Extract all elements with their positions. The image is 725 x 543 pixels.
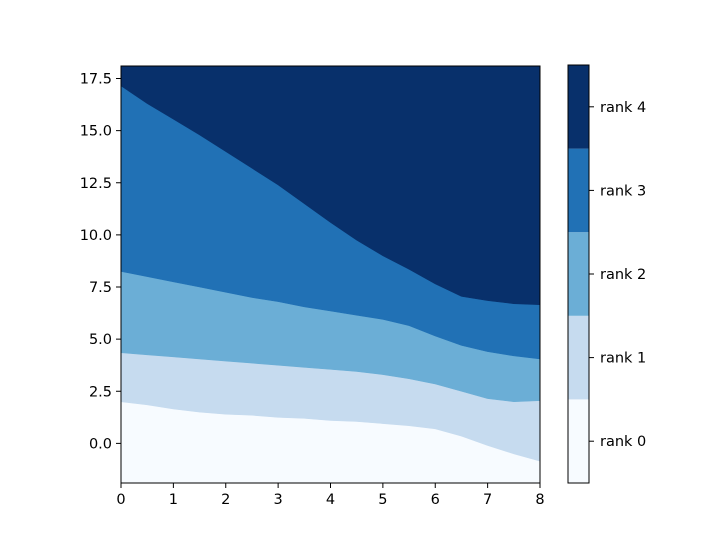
colorbar-label: rank 3 — [600, 183, 646, 199]
x-tick-label: 8 — [535, 492, 544, 508]
colorbar-label: rank 2 — [600, 267, 646, 283]
x-axis: 0 1 2 3 4 5 6 7 8 — [116, 483, 545, 508]
colorbar-label: rank 4 — [600, 100, 646, 116]
colorbar-segment-rank-0 — [568, 399, 589, 483]
y-tick-label: 0.0 — [89, 436, 112, 452]
y-tick-label: 2.5 — [89, 384, 112, 400]
y-axis: 0.0 2.5 5.0 7.5 10.0 12.5 15.0 17.5 — [80, 72, 121, 452]
plot-area — [120, 65, 541, 484]
colorbar-segment-rank-3 — [568, 148, 589, 233]
y-tick-label: 12.5 — [80, 176, 112, 192]
colorbar: rank 0 rank 1 rank 2 rank 3 rank 4 — [567, 64, 646, 484]
colorbar-label: rank 1 — [600, 351, 646, 367]
y-tick-label: 17.5 — [80, 72, 112, 88]
x-tick-label: 3 — [274, 492, 283, 508]
y-tick-label: 15.0 — [80, 124, 112, 140]
x-tick-label: 7 — [483, 492, 492, 508]
colorbar-label: rank 0 — [600, 434, 646, 450]
colorbar-segment-rank-1 — [568, 315, 589, 400]
x-tick-label: 6 — [431, 492, 440, 508]
colorbar-segment-rank-2 — [568, 232, 589, 316]
x-tick-label: 4 — [326, 492, 335, 508]
x-tick-label: 5 — [378, 492, 387, 508]
y-tick-label: 10.0 — [80, 228, 112, 244]
y-tick-label: 5.0 — [89, 332, 112, 348]
colorbar-segment-rank-4 — [568, 65, 589, 149]
x-tick-label: 1 — [169, 492, 178, 508]
y-tick-label: 7.5 — [89, 280, 112, 296]
x-tick-label: 0 — [116, 492, 125, 508]
x-tick-label: 2 — [221, 492, 230, 508]
